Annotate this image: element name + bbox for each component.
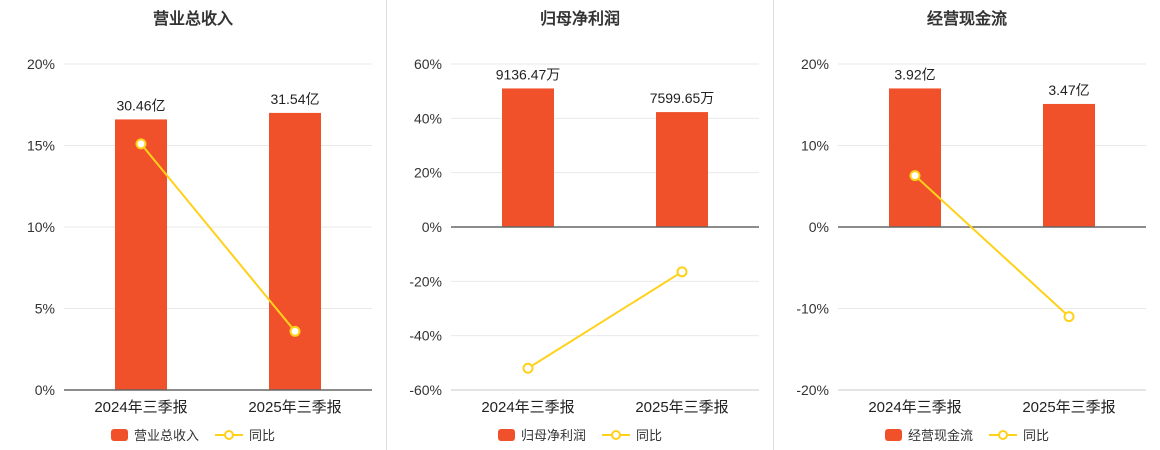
bar-swatch-icon bbox=[110, 428, 128, 441]
x-category-label: 2025年三季报 bbox=[635, 399, 728, 416]
yoy-line bbox=[140, 143, 296, 332]
y-tick-label: 10% bbox=[801, 138, 829, 154]
legend-line-label: 同比 bbox=[249, 428, 276, 443]
x-category-label: 2025年三季报 bbox=[248, 399, 341, 416]
legend-item-line: 同比 bbox=[602, 425, 662, 444]
bar bbox=[1043, 103, 1095, 227]
legend-line-label: 同比 bbox=[636, 428, 663, 443]
yoy-marker bbox=[1063, 311, 1075, 323]
yoy-marker bbox=[522, 362, 534, 374]
line-marker-icon bbox=[998, 430, 1008, 440]
y-tick-label: 10% bbox=[27, 219, 55, 235]
line-marker-icon bbox=[611, 430, 621, 440]
chart-title-revenue: 营业总收入 bbox=[152, 11, 233, 28]
bar bbox=[656, 112, 708, 227]
bar-value-label: 3.92亿 bbox=[894, 66, 935, 82]
legend-line-label: 同比 bbox=[1023, 428, 1050, 443]
net-profit-chart: -60% -40% -20% 0% 20% 40% 60% 9136.47万 7599.65万 2… bbox=[409, 56, 759, 416]
bar bbox=[502, 88, 554, 227]
legend-item-line: 同比 bbox=[215, 425, 275, 444]
y-tick-label: -60% bbox=[409, 382, 442, 398]
y-tick-label: 0% bbox=[809, 219, 829, 235]
y-tick-label: 60% bbox=[414, 56, 442, 72]
panel-cash-flow: 经营现金流 -20% -10% 0% 10% 20% 3.92亿 3.47亿 2024年三季报… bbox=[773, 0, 1160, 450]
panel-revenue: 营业总收入 0% 5% 10% 15% 20% 30.46亿 31.54亿 2024年三季报 2… bbox=[0, 0, 386, 450]
line-swatch-icon bbox=[602, 428, 630, 441]
y-tick-label: -40% bbox=[409, 328, 442, 344]
yoy-line bbox=[527, 270, 683, 370]
bar-value-label: 7599.65万 bbox=[650, 90, 715, 106]
y-tick-label: -10% bbox=[796, 301, 829, 317]
y-tick-label: 40% bbox=[414, 110, 442, 126]
y-tick-label: -20% bbox=[796, 382, 829, 398]
bar-swatch-icon bbox=[884, 428, 902, 441]
chart-title-net-profit: 归母净利润 bbox=[539, 11, 620, 28]
yoy-marker bbox=[289, 325, 301, 337]
x-category-label: 2024年三季报 bbox=[868, 399, 961, 416]
revenue-chart: 0% 5% 10% 15% 20% 30.46亿 31.54亿 2024年三季报 2025年三季… bbox=[27, 56, 372, 416]
x-category-label: 2024年三季报 bbox=[481, 399, 574, 416]
bar bbox=[269, 112, 321, 391]
y-tick-label: 20% bbox=[414, 165, 442, 181]
y-tick-label: -20% bbox=[409, 273, 442, 289]
line-marker-icon bbox=[224, 430, 234, 440]
legend-cash-flow: 经营现金流 同比 bbox=[884, 425, 1049, 444]
legend-revenue: 营业总收入 同比 bbox=[110, 425, 275, 444]
yoy-marker bbox=[909, 170, 921, 182]
panel-net-profit: 归母净利润 -60% -40% -20% 0% 20% 40% 60% 9136.47万 759… bbox=[386, 0, 773, 450]
yoy-line bbox=[914, 174, 1070, 318]
bar-value-label: 30.46亿 bbox=[116, 97, 165, 113]
bar-swatch-icon bbox=[497, 428, 515, 441]
line-swatch-icon bbox=[989, 428, 1017, 441]
y-tick-label: 15% bbox=[27, 138, 55, 154]
bar-value-label: 3.47亿 bbox=[1048, 82, 1089, 98]
bar bbox=[115, 119, 167, 391]
y-tick-label: 0% bbox=[35, 382, 55, 398]
legend-item-bar: 经营现金流 bbox=[884, 425, 973, 444]
yoy-marker bbox=[135, 138, 147, 150]
line-swatch-icon bbox=[215, 428, 243, 441]
y-tick-label: 20% bbox=[801, 56, 829, 72]
legend-item-bar: 营业总收入 bbox=[110, 425, 199, 444]
legend-net-profit: 归母净利润 同比 bbox=[497, 425, 662, 444]
y-tick-label: 20% bbox=[27, 56, 55, 72]
x-category-label: 2025年三季报 bbox=[1022, 399, 1115, 416]
y-tick-label: 0% bbox=[422, 219, 442, 235]
bar bbox=[889, 88, 941, 227]
legend-bar-label: 营业总收入 bbox=[133, 428, 199, 443]
x-category-label: 2024年三季报 bbox=[94, 399, 187, 416]
bar-value-label: 9136.47万 bbox=[496, 66, 561, 82]
bar-value-label: 31.54亿 bbox=[270, 91, 319, 107]
yoy-marker bbox=[676, 266, 688, 278]
legend-item-line: 同比 bbox=[989, 425, 1049, 444]
legend-bar-label: 经营现金流 bbox=[907, 428, 973, 443]
legend-item-bar: 归母净利润 bbox=[497, 425, 586, 444]
chart-title-cash-flow: 经营现金流 bbox=[926, 11, 1007, 28]
y-tick-label: 5% bbox=[35, 301, 55, 317]
cash-flow-chart: -20% -10% 0% 10% 20% 3.92亿 3.47亿 2024年三季报 2025年三… bbox=[796, 56, 1146, 416]
legend-bar-label: 归母净利润 bbox=[520, 428, 586, 443]
